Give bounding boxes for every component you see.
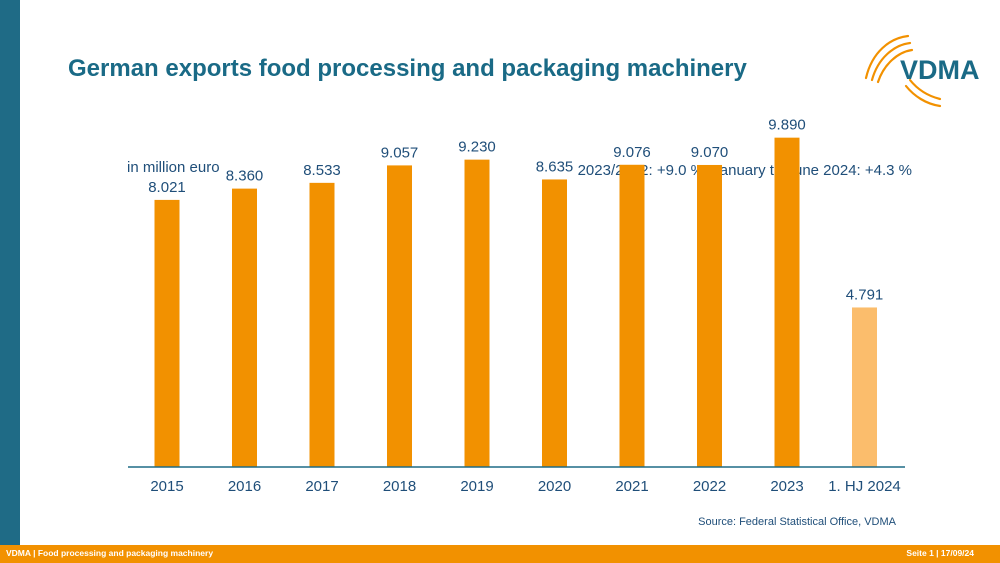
page-title: German exports food processing and packa… xyxy=(68,55,747,82)
data-label: 9.076 xyxy=(613,144,651,161)
bar-2021 xyxy=(619,164,645,467)
footer-page-info: Seite 1 | 17/09/24 xyxy=(906,548,974,558)
bar-1-hj-2024 xyxy=(852,307,877,467)
x-tick-label: 2015 xyxy=(150,478,183,495)
x-tick-label: 2018 xyxy=(383,478,416,495)
x-tick-label: 2017 xyxy=(305,478,338,495)
footer-bar: VDMA | Food processing and packaging mac… xyxy=(0,545,1000,563)
data-label: 9.890 xyxy=(768,117,806,134)
x-tick-label: 2019 xyxy=(460,478,493,495)
logo-text: VDMA xyxy=(900,55,980,85)
data-label: 8.021 xyxy=(148,179,186,196)
vdma-logo: VDMA xyxy=(864,34,980,108)
footer-left-text: VDMA | Food processing and packaging mac… xyxy=(6,548,214,558)
bar-2018 xyxy=(387,165,412,467)
growth-note: 2023/2022: +9.0 %; January to June 2024:… xyxy=(577,162,912,179)
x-tick-label: 2022 xyxy=(693,478,726,495)
bar-2016 xyxy=(232,188,257,467)
data-label: 9.070 xyxy=(691,144,729,161)
x-tick-label: 2020 xyxy=(538,478,571,495)
data-label: 8.533 xyxy=(303,162,341,179)
bar-2023 xyxy=(774,137,800,467)
side-accent-bar xyxy=(0,0,20,545)
bar-2019 xyxy=(464,159,490,468)
bar-2022 xyxy=(697,164,722,467)
x-tick-label: 2023 xyxy=(770,478,803,495)
x-tick-label: 2021 xyxy=(615,478,648,495)
data-label: 9.230 xyxy=(458,139,496,156)
data-label: 9.057 xyxy=(381,144,419,161)
data-label: 8.635 xyxy=(536,158,574,175)
source-note: Source: Federal Statistical Office, VDMA xyxy=(698,516,896,528)
unit-label: in million euro xyxy=(127,159,220,176)
data-label: 8.360 xyxy=(226,168,264,185)
bar-2020 xyxy=(542,179,567,467)
x-tick-label: 1. HJ 2024 xyxy=(828,478,901,495)
x-tick-label: 2016 xyxy=(228,478,261,495)
data-label: 4.791 xyxy=(846,286,884,303)
bar-2015 xyxy=(154,199,180,467)
bar-2017 xyxy=(309,182,335,467)
